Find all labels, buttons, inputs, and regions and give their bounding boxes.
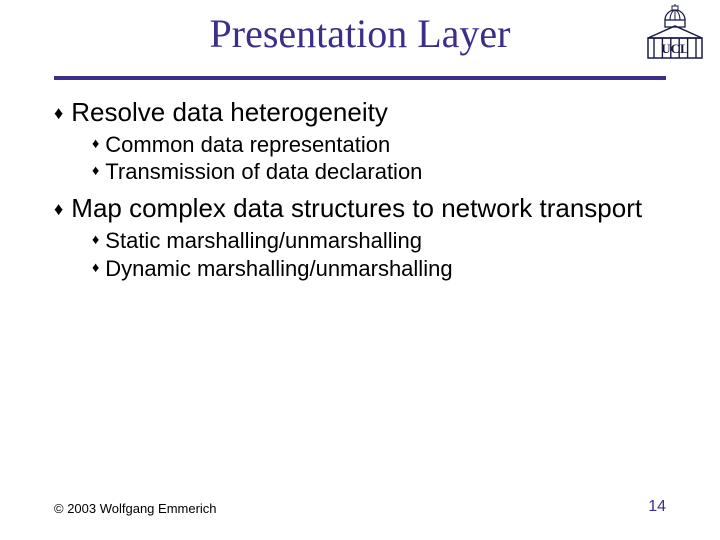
diamond-bullet-icon: ♦	[92, 256, 99, 276]
bullet-text: Dynamic marshalling/unmarshalling	[105, 256, 452, 281]
diamond-bullet-icon: ♦	[54, 98, 63, 123]
bullet-text: Map complex data structures to network t…	[71, 194, 642, 224]
footer-copyright: © 2003 Wolfgang Emmerich	[54, 501, 217, 516]
svg-text:UCL: UCL	[661, 41, 689, 56]
content-area: ♦ Resolve data heterogeneity ♦ Common da…	[54, 98, 666, 291]
bullet-level1: ♦ Resolve data heterogeneity	[54, 98, 666, 128]
bullet-text: Static marshalling/unmarshalling	[105, 228, 422, 253]
bullet-text: Resolve data heterogeneity	[71, 98, 388, 128]
bullet-level2: ♦ Dynamic marshalling/unmarshalling	[92, 256, 666, 281]
slide: Presentation Layer UCL ♦ Resolve data he…	[0, 0, 720, 540]
page-number: 14	[648, 498, 666, 516]
diamond-bullet-icon: ♦	[54, 194, 63, 219]
bullet-level2: ♦ Common data representation	[92, 132, 666, 157]
diamond-bullet-icon: ♦	[92, 228, 99, 248]
diamond-bullet-icon: ♦	[92, 159, 99, 179]
slide-title: Presentation Layer	[0, 0, 720, 57]
diamond-bullet-icon: ♦	[92, 132, 99, 152]
subitems: ♦ Static marshalling/unmarshalling ♦ Dyn…	[92, 228, 666, 281]
bullet-text: Transmission of data declaration	[105, 159, 422, 184]
title-divider	[54, 76, 666, 80]
bullet-text: Common data representation	[105, 132, 390, 157]
bullet-level2: ♦ Static marshalling/unmarshalling	[92, 228, 666, 253]
bullet-level1: ♦ Map complex data structures to network…	[54, 194, 666, 224]
subitems: ♦ Common data representation ♦ Transmiss…	[92, 132, 666, 185]
bullet-level2: ♦ Transmission of data declaration	[92, 159, 666, 184]
ucl-logo: UCL	[644, 4, 706, 60]
